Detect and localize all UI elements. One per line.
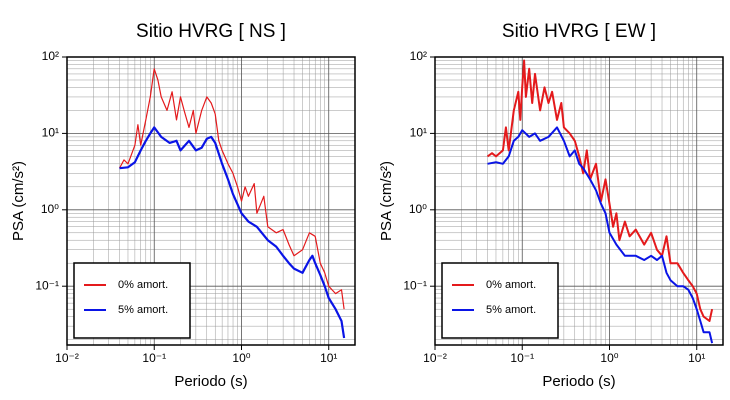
data-line [119,126,346,339]
y-tick-label: 10² [42,49,59,63]
y-tick-label: 10⁰ [41,202,59,216]
legend-box [73,262,191,339]
x-tick-label: 10¹ [688,351,705,365]
data-line [486,59,714,322]
x-tick-label: 10⁰ [600,351,618,365]
y-tick-label: 10² [410,49,427,63]
plot-frame [434,56,724,346]
y-tick-label: 10⁰ [409,202,427,216]
legend-label: 5% amort. [118,304,168,316]
chart-title: Sitio HVRG [ EW ] [502,21,656,42]
y-axis-label: PSA (cm/s²) [10,161,27,241]
x-tick-label: 10⁻¹ [510,351,534,365]
legend-label: 0% amort. [118,279,168,291]
data-line [487,126,714,344]
x-axis-label: Periodo (s) [174,373,247,390]
x-tick-label: 10⁻¹ [142,351,166,365]
y-axis-label: PSA (cm/s²) [378,161,395,241]
plot-frame [66,56,356,346]
x-tick-label: 10¹ [320,351,337,365]
y-tick-label: 10⁻¹ [403,278,427,292]
legend-label: 0% amort. [486,279,536,291]
x-tick-label: 10⁻² [55,351,79,365]
x-tick-label: 10⁰ [232,351,250,365]
data-line [118,68,345,310]
legend-label: 5% amort. [486,304,536,316]
panel: 10⁻² 10⁻¹ 10⁰ 10¹ 10⁻¹ 10⁰ 10¹ 10² Sitio HVRG [ … [378,21,724,390]
y-tick-label: 10¹ [410,126,427,140]
y-tick-label: 10⁻¹ [35,278,59,292]
x-tick-label: 10⁻² [423,351,447,365]
x-axis-label: Periodo (s) [542,373,615,390]
chart-title: Sitio HVRG [ NS ] [136,21,286,42]
panel: 10⁻² 10⁻¹ 10⁰ 10¹ 10⁻¹ 10⁰ 10¹ 10² Sitio HVRG [ … [10,21,356,390]
legend-box [441,262,559,339]
y-tick-label: 10¹ [42,126,59,140]
